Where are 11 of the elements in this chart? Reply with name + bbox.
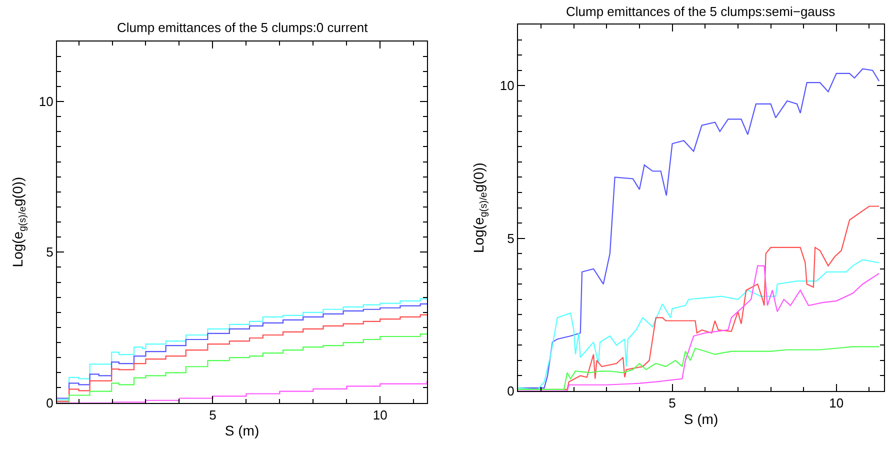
chart-title: Clump emittances of the 5 clumps:0 current bbox=[117, 20, 368, 35]
y-tick-label: 10 bbox=[500, 78, 514, 94]
line-series bbox=[518, 346, 880, 390]
chart-title: Clump emittances of the 5 clumps:semi−gauss bbox=[566, 4, 836, 19]
y-tick-label: 5 bbox=[46, 244, 54, 260]
y-tick-label: 5 bbox=[507, 230, 514, 246]
y-tick-label: 0 bbox=[46, 395, 54, 410]
x-axis-title: S (m) bbox=[224, 422, 260, 439]
x-axis-title: S (m) bbox=[684, 410, 718, 427]
y-tick-label: 10 bbox=[38, 94, 54, 110]
y-tick-label: 0 bbox=[507, 384, 514, 399]
